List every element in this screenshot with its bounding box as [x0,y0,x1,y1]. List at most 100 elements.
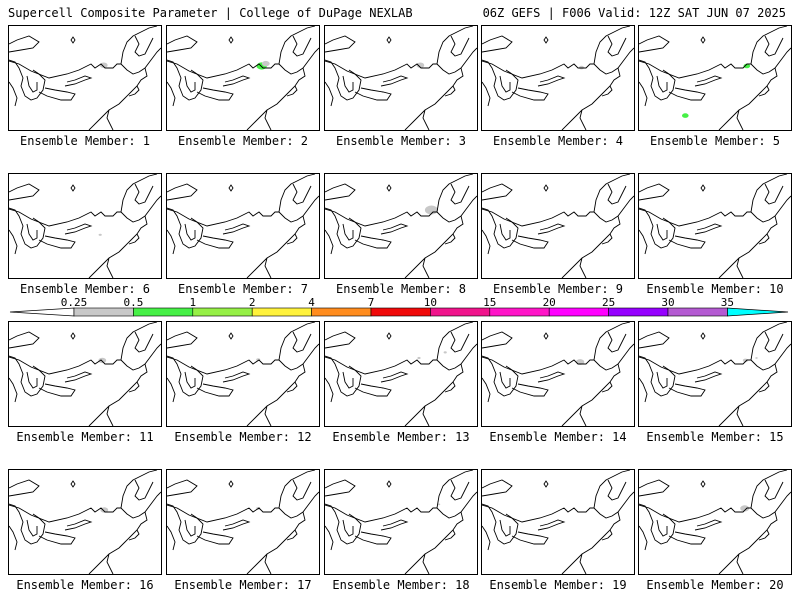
map-outline [639,81,648,107]
colorbar-segment [251,307,312,317]
map-outline [668,235,706,249]
map-outline [764,331,784,353]
ensemble-map-panel [481,469,635,575]
map-outline [167,355,204,397]
ensemble-map-panel [324,469,478,575]
member-map [9,470,161,574]
map-outline [325,503,362,545]
map-outline [325,355,362,397]
ensemble-map-panel [8,321,162,427]
map-outline [9,229,18,255]
map-outline [167,470,316,523]
map-outline [482,174,631,227]
map-outline [26,75,38,93]
ensemble-member-label: Ensemble Member: 16 [16,578,154,592]
map-outline [292,183,312,205]
map-outline [9,377,18,403]
map-outline [167,377,176,403]
map-outline [444,233,456,245]
map-outline [639,355,676,397]
map-outline [88,363,148,426]
map-outline [668,383,706,397]
map-outline [38,383,76,397]
ensemble-member-label: Ensemble Member: 20 [646,578,784,592]
map-outline [639,331,670,349]
map-outline [354,87,392,101]
ensemble-member-label: Ensemble Member: 2 [177,134,309,148]
scp-contour-fill [100,507,109,513]
map-outline [167,525,176,551]
map-outline [511,383,549,397]
map-outline [120,195,161,223]
map-outline [736,405,744,426]
scp-contour-fill [437,503,441,506]
map-outline [88,511,148,574]
map-outline [354,383,392,397]
map-outline [264,405,272,426]
map-outline [292,331,312,353]
member-map [639,174,791,278]
colorbar-tick-label: 0.25 [61,296,88,309]
map-outline [70,480,76,488]
map-outline [482,331,513,349]
map-outline [38,87,76,101]
map-outline [386,332,392,340]
map-outline [246,67,306,130]
map-outline [325,59,362,101]
map-outline [450,183,470,205]
scp-contour-fill [740,505,750,512]
colorbar-segment [73,307,134,317]
colorbar-high-arrow [727,307,789,317]
map-outline [764,479,784,501]
ensemble-map-panel [166,469,320,575]
map-outline [561,363,621,426]
map-outline [196,531,234,545]
chart-title-left: Supercell Composite Parameter | College … [8,6,413,20]
map-outline [436,491,477,519]
map-outline [342,371,354,389]
map-outline [325,26,474,79]
map-outline [292,35,312,57]
map-outline [286,85,298,97]
scp-contour-fill [416,62,425,68]
map-outline [88,67,148,130]
map-outline [639,59,676,101]
ensemble-member-label: Ensemble Member: 19 [489,578,627,592]
colorbar-segment [548,307,609,317]
map-outline [196,87,234,101]
scp-contour-fill [98,357,107,364]
map-outline [264,257,272,278]
map-outline [561,511,621,574]
map-outline [380,223,409,235]
member-map [639,322,791,426]
map-outline [736,257,744,278]
map-outline [499,371,511,389]
map-outline [228,36,234,44]
map-outline [736,553,744,574]
map-outline [38,531,76,545]
member-map [482,174,634,278]
map-outline [278,195,319,223]
map-outline [167,59,204,101]
map-outline [167,174,316,227]
map-outline [482,229,491,255]
map-outline [264,553,272,574]
map-outline [718,511,778,574]
colorbar-tick-label: 25 [602,296,615,309]
map-outline [246,215,306,278]
map-outline [64,371,93,383]
map-outline [543,36,549,44]
map-outline [9,470,158,523]
member-map [167,174,319,278]
map-outline [106,405,114,426]
map-outline [9,26,158,79]
map-outline [639,503,676,545]
map-outline [128,529,140,541]
member-map [167,322,319,426]
map-outline [354,235,392,249]
map-outline [450,331,470,353]
map-outline [380,519,409,531]
map-outline [9,355,46,397]
map-outline [9,174,158,227]
scp-contour-fill [98,233,102,236]
